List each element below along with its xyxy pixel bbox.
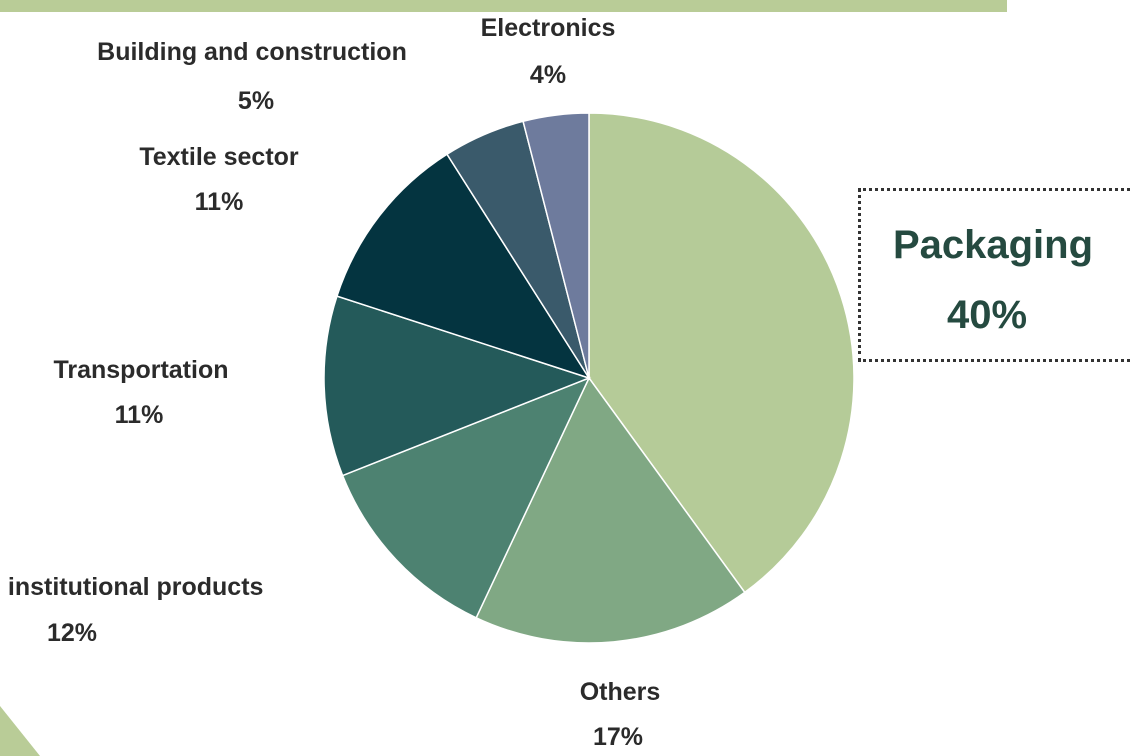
label-consumer-products-pct: 12% <box>47 619 97 647</box>
label-transportation-pct: 11% <box>115 401 164 429</box>
label-packaging-pct: 40% <box>947 293 1027 337</box>
label-packaging-name: Packaging <box>893 223 1093 267</box>
label-electronics-pct: 4% <box>530 61 566 89</box>
label-others-name: Others <box>580 678 661 706</box>
corner-decor-shape <box>0 706 40 756</box>
top-decor-band <box>0 0 1007 12</box>
label-others-pct: 17% <box>593 723 643 751</box>
slice-electronics <box>522 112 590 379</box>
slice-textile-sector <box>336 153 591 380</box>
label-building-pct: 5% <box>238 87 274 115</box>
slice-consumer-and-institutional-products <box>341 376 591 619</box>
label-transportation-name: Transportation <box>53 356 228 384</box>
slice-others <box>475 376 746 644</box>
pie-slices <box>323 112 855 644</box>
label-textile-pct: 11% <box>195 188 244 216</box>
slice-packaging <box>588 112 855 594</box>
label-consumer-products-name: l institutional products <box>0 573 263 601</box>
slice-transportation <box>323 295 592 477</box>
packaging-callout-box <box>858 188 1131 362</box>
label-electronics-name: Electronics <box>481 14 616 42</box>
label-building-name: Building and construction <box>97 38 407 66</box>
label-textile-name: Textile sector <box>139 143 299 171</box>
